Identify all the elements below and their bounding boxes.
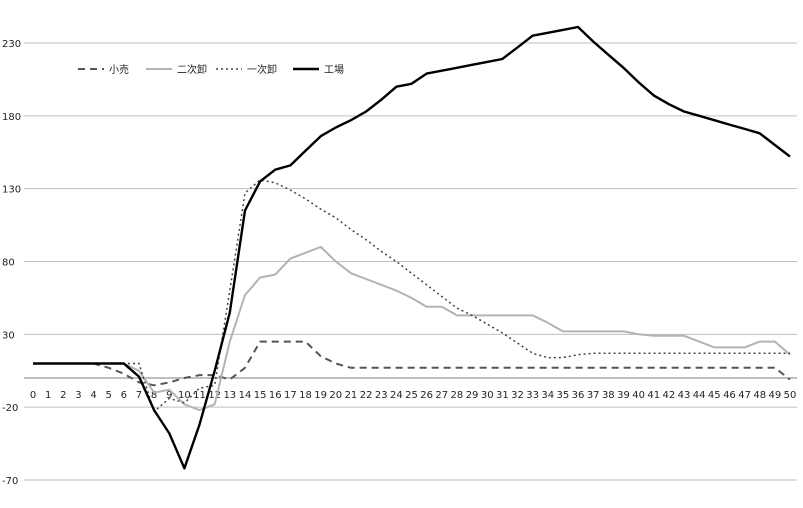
x-tick-label: 48 bbox=[753, 390, 766, 401]
series-lines bbox=[33, 25, 791, 470]
legend-label-2: 二次卸 bbox=[177, 63, 207, 76]
y-tick-labels: 230 180 130 80 30 -20 -70 bbox=[2, 39, 21, 487]
x-tick-label: 20 bbox=[329, 390, 342, 401]
x-tick-label: 39 bbox=[617, 390, 630, 401]
x-tick-label: 1 bbox=[45, 390, 51, 401]
x-tick-label: 5 bbox=[106, 390, 112, 401]
x-tick-label: 35 bbox=[557, 390, 570, 401]
series-line-1 bbox=[33, 340, 791, 387]
x-tick-label: 22 bbox=[360, 390, 373, 401]
x-tick-label: 24 bbox=[390, 390, 403, 401]
y-tick-label: 30 bbox=[2, 330, 15, 341]
y-tick-label: -70 bbox=[2, 476, 18, 487]
grid-lines bbox=[24, 42, 797, 481]
legend: 小売 二次卸 一次卸 工場 bbox=[78, 63, 344, 76]
x-tick-label: 28 bbox=[451, 390, 464, 401]
x-tick-label: 40 bbox=[632, 390, 645, 401]
x-tick-label: 10 bbox=[178, 390, 191, 401]
legend-label-4: 工場 bbox=[324, 63, 344, 76]
x-tick-label: 18 bbox=[299, 390, 312, 401]
x-tick-label: 42 bbox=[663, 390, 676, 401]
x-tick-label: 38 bbox=[602, 390, 615, 401]
y-tick-label: 80 bbox=[2, 258, 15, 269]
x-tick-label: 44 bbox=[693, 390, 706, 401]
y-tick-label: 180 bbox=[2, 112, 21, 123]
x-tick-label: 16 bbox=[269, 390, 282, 401]
x-tick-label: 3 bbox=[75, 390, 81, 401]
y-tick-label: 130 bbox=[2, 185, 21, 196]
series-line-2 bbox=[33, 245, 791, 412]
x-tick-label: 4 bbox=[90, 390, 96, 401]
y-tick-label: 230 bbox=[2, 39, 21, 50]
series-line-4 bbox=[33, 25, 791, 470]
x-tick-label: 47 bbox=[738, 390, 751, 401]
x-tick-label: 27 bbox=[435, 390, 448, 401]
y-tick-label: -20 bbox=[2, 403, 18, 414]
legend-label-3: 一次卸 bbox=[247, 63, 277, 76]
x-tick-label: 31 bbox=[496, 390, 509, 401]
x-tick-label: 29 bbox=[466, 390, 479, 401]
x-tick-label: 7 bbox=[136, 390, 142, 401]
x-tick-label: 6 bbox=[121, 390, 127, 401]
x-tick-label: 30 bbox=[481, 390, 494, 401]
x-tick-label: 45 bbox=[708, 390, 721, 401]
x-tick-label: 43 bbox=[678, 390, 691, 401]
x-tick-label: 26 bbox=[420, 390, 433, 401]
x-tick-label: 37 bbox=[587, 390, 600, 401]
x-tick-label: 32 bbox=[511, 390, 524, 401]
legend-label-1: 小売 bbox=[109, 63, 129, 76]
x-tick-label: 34 bbox=[541, 390, 554, 401]
x-tick-label: 33 bbox=[526, 390, 539, 401]
series-line-3 bbox=[33, 179, 790, 413]
x-tick-label: 13 bbox=[223, 390, 236, 401]
x-tick-label: 23 bbox=[375, 390, 388, 401]
x-tick-label: 41 bbox=[647, 390, 660, 401]
x-tick-label: 19 bbox=[314, 390, 327, 401]
x-tick-label: 8 bbox=[151, 390, 157, 401]
x-tick-label: 12 bbox=[208, 390, 221, 401]
x-tick-label: 15 bbox=[254, 390, 267, 401]
x-tick-label: 14 bbox=[239, 390, 252, 401]
x-tick-label: 9 bbox=[166, 390, 172, 401]
x-tick-labels: 0 1 2 3 4 5 6 7 8 9 10 11 12 13 14 15 16 17 18 19 20 21 22 23 24… bbox=[30, 390, 797, 401]
x-tick-label: 36 bbox=[572, 390, 585, 401]
x-tick-label: 2 bbox=[60, 390, 66, 401]
x-tick-label: 46 bbox=[723, 390, 736, 401]
x-tick-label: 49 bbox=[768, 390, 781, 401]
x-tick-label: 0 bbox=[30, 390, 36, 401]
x-tick-label: 50 bbox=[784, 390, 797, 401]
x-tick-label: 21 bbox=[345, 390, 358, 401]
x-tick-label: 11 bbox=[193, 390, 206, 401]
x-tick-label: 17 bbox=[284, 390, 297, 401]
x-tick-label: 25 bbox=[405, 390, 418, 401]
